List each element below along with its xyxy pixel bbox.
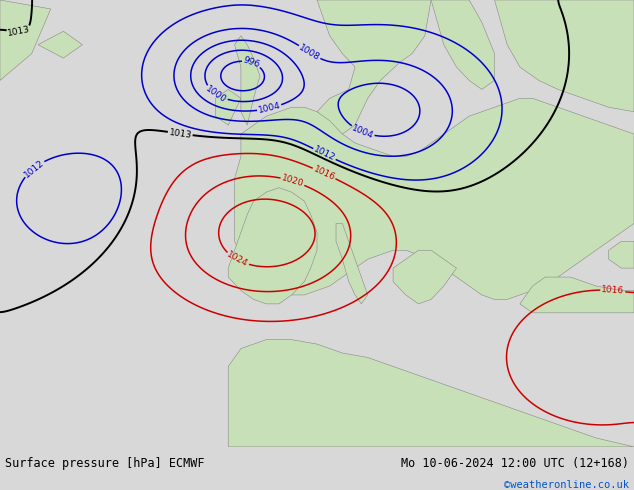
Polygon shape: [38, 31, 82, 58]
Polygon shape: [235, 36, 260, 125]
Text: 1020: 1020: [280, 173, 305, 189]
Polygon shape: [228, 188, 317, 304]
Polygon shape: [216, 89, 241, 125]
Polygon shape: [609, 241, 634, 268]
Text: 1012: 1012: [312, 145, 337, 163]
Text: 1012: 1012: [22, 158, 46, 179]
Text: 1013: 1013: [168, 127, 192, 140]
Text: 1004: 1004: [257, 101, 281, 115]
Text: 996: 996: [242, 56, 261, 70]
Text: 1013: 1013: [7, 25, 31, 38]
Text: ©weatheronline.co.uk: ©weatheronline.co.uk: [504, 480, 629, 490]
Polygon shape: [317, 0, 431, 134]
Text: Surface pressure [hPa] ECMWF: Surface pressure [hPa] ECMWF: [5, 457, 205, 470]
Polygon shape: [228, 340, 634, 447]
Polygon shape: [495, 0, 634, 112]
Text: 1024: 1024: [225, 250, 250, 269]
Polygon shape: [0, 0, 51, 80]
Polygon shape: [235, 98, 634, 299]
Polygon shape: [520, 277, 634, 313]
Polygon shape: [431, 0, 495, 89]
Text: 1000: 1000: [204, 84, 228, 104]
Text: 1016: 1016: [601, 285, 624, 296]
Text: 1004: 1004: [351, 123, 375, 141]
Polygon shape: [336, 223, 368, 304]
Text: 1016: 1016: [312, 165, 337, 182]
Text: 1008: 1008: [297, 43, 321, 62]
Polygon shape: [393, 250, 456, 304]
Text: Mo 10-06-2024 12:00 UTC (12+168): Mo 10-06-2024 12:00 UTC (12+168): [401, 457, 629, 470]
